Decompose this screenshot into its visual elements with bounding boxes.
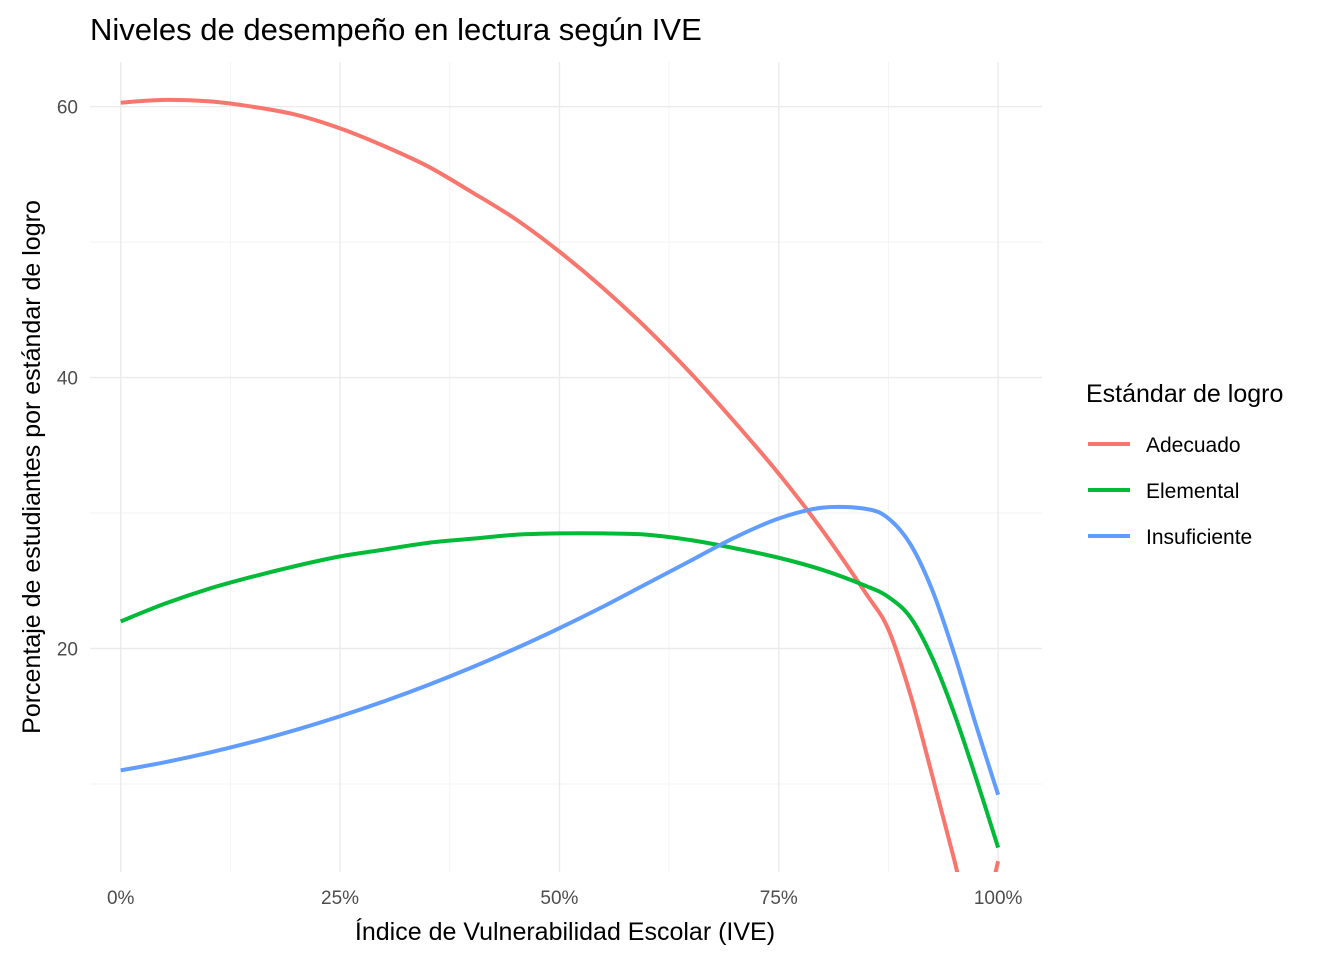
x-axis-title: Índice de Vulnerabilidad Escolar (IVE) [355,917,775,946]
y-tick-label: 40 [57,369,78,390]
grid [90,62,1042,872]
x-tick-label: 100% [974,888,1023,909]
chart-title: Niveles de desempeño en lectura según IV… [90,12,702,47]
y-axis-title: Porcentaje de estudiantes por estándar d… [18,200,46,734]
legend-items: Adecuado Elemental Insuficiente [1088,434,1252,549]
legend: Estándar de logro Adecuado Elemental Insuf… [1086,380,1283,549]
x-tick-label: 25% [321,888,359,909]
y-axis-ticks: 20 40 60 [57,98,78,661]
x-tick-label: 50% [540,888,578,909]
series-line-elemental [119,531,1001,849]
x-tick-label: 0% [107,888,135,909]
series-line-adecuado [120,97,1001,872]
y-tick-label: 60 [57,98,78,119]
x-axis-ticks: 0% 25% 50% 75% 100% [107,888,1023,909]
y-tick-label: 20 [57,640,78,661]
x-tick-label: 75% [760,888,798,909]
legend-label-elemental: Elemental [1146,480,1239,503]
legend-label-insuficiente: Insuficiente [1146,526,1252,549]
series-line-insuficiente [120,504,1001,796]
legend-title: Estándar de logro [1086,380,1283,408]
series-layer [119,97,1001,872]
legend-label-adecuado: Adecuado [1146,434,1241,457]
